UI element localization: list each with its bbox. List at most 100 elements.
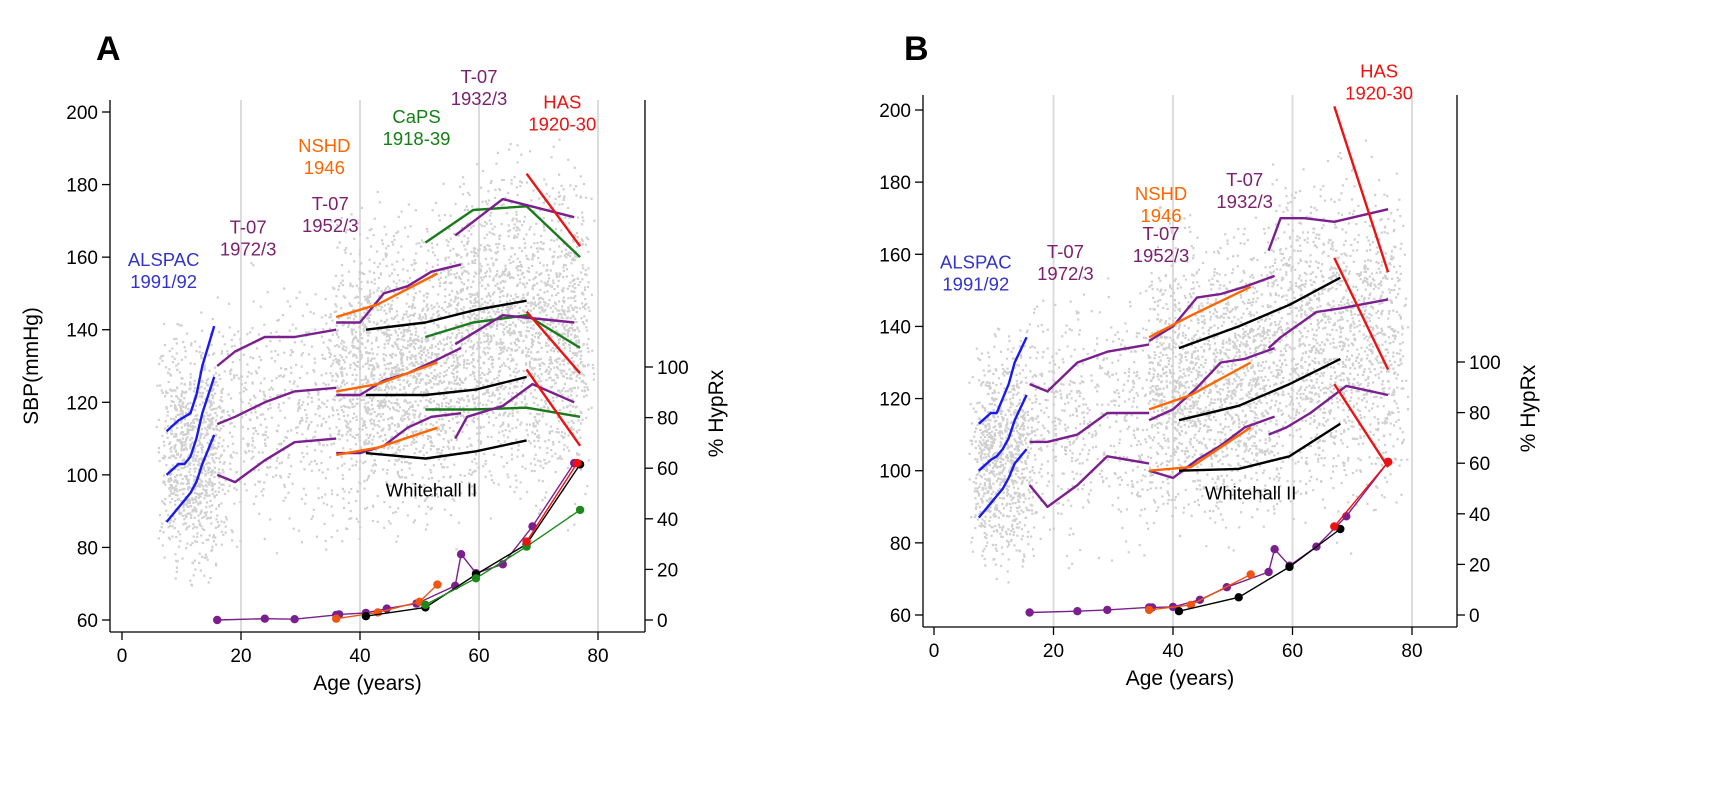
scatter-point (216, 384, 219, 387)
scatter-point (383, 526, 386, 529)
scatter-point (209, 439, 212, 442)
scatter-point (461, 430, 464, 434)
scatter-point (265, 345, 268, 348)
scatter-point (177, 530, 180, 533)
scatter-point (168, 373, 172, 376)
sbp-line (165, 325, 216, 433)
scatter-point (442, 475, 445, 479)
scatter-point (493, 196, 496, 199)
scatter-point (491, 232, 494, 235)
y-tick-label: 80 (77, 538, 98, 559)
scatter-point (560, 313, 563, 316)
scatter-point (412, 376, 415, 379)
scatter-point (361, 343, 364, 346)
scatter-point (398, 378, 401, 381)
scatter-point (189, 428, 192, 431)
scatter-point (401, 335, 404, 338)
scatter-point (513, 490, 516, 494)
scatter-point (428, 367, 431, 370)
scatter-point (587, 388, 590, 391)
scatter-point (522, 321, 525, 324)
scatter-point (516, 193, 519, 196)
scatter-point (329, 327, 332, 330)
scatter-point (460, 480, 463, 483)
scatter-point (331, 514, 334, 517)
scatter-point (173, 527, 176, 530)
scatter-point (361, 323, 364, 326)
scatter-point (494, 274, 497, 277)
scatter-point (205, 501, 208, 504)
scatter-point (383, 372, 387, 375)
scatter-point (432, 487, 436, 490)
scatter-point (189, 468, 192, 471)
scatter-point (425, 399, 428, 402)
scatter-point (469, 295, 472, 298)
scatter-point (201, 480, 204, 483)
scatter-point (342, 345, 345, 348)
scatter-point (188, 505, 192, 508)
hyprx-point (433, 580, 442, 589)
scatter-point (515, 218, 518, 221)
scatter-point (312, 508, 315, 511)
scatter-point (428, 381, 431, 385)
scatter-point (322, 417, 325, 420)
scatter-point (372, 291, 375, 294)
scatter-point (415, 252, 418, 255)
scatter-point (201, 451, 204, 454)
scatter-point (565, 275, 568, 278)
scatter-point (563, 332, 566, 336)
scatter-point (170, 429, 173, 432)
scatter-point (198, 443, 201, 446)
scatter-point (406, 356, 409, 359)
scatter-point (226, 445, 230, 448)
scatter-point (335, 324, 338, 327)
scatter-point (381, 429, 384, 432)
scatter-point (547, 408, 550, 411)
scatter-point (468, 293, 471, 296)
scatter-point (431, 476, 434, 480)
scatter-point (557, 292, 560, 295)
scatter-point (277, 406, 280, 409)
scatter-point (166, 414, 169, 417)
scatter-point (200, 447, 203, 450)
scatter-point (383, 446, 386, 450)
scatter-point (215, 543, 218, 546)
scatter-point (193, 488, 196, 491)
scatter-point (565, 256, 568, 259)
scatter-point (314, 328, 317, 331)
scatter-point (584, 382, 588, 386)
scatter-point (441, 428, 444, 431)
scatter-point (470, 285, 473, 289)
scatter-point (484, 475, 487, 478)
scatter-point (182, 405, 185, 409)
scatter-point (583, 323, 586, 326)
scatter-point (194, 459, 197, 462)
scatter-point (343, 506, 346, 510)
scatter-point (173, 419, 176, 422)
scatter-point (383, 225, 386, 228)
scatter-point (521, 349, 524, 352)
scatter-point (355, 433, 358, 436)
scatter-point (519, 204, 522, 207)
scatter-point (396, 314, 399, 317)
scatter-point (585, 416, 588, 419)
scatter-point (552, 279, 555, 282)
scatter-point (365, 377, 368, 380)
scatter-point (476, 396, 479, 399)
scatter-point (369, 313, 372, 316)
scatter-point (317, 487, 320, 490)
scatter-point (426, 337, 429, 340)
scatter-point (575, 354, 578, 357)
scatter-point (465, 367, 468, 370)
scatter-point (454, 388, 457, 391)
scatter-point (320, 424, 323, 427)
scatter-point (552, 260, 555, 263)
scatter-point (370, 363, 373, 367)
scatter-point (567, 307, 570, 310)
scatter-point (522, 309, 525, 312)
scatter-point (505, 325, 508, 329)
scatter-point (159, 529, 162, 532)
scatter-point (378, 295, 381, 298)
scatter-point (507, 347, 510, 350)
scatter-point (490, 355, 494, 359)
